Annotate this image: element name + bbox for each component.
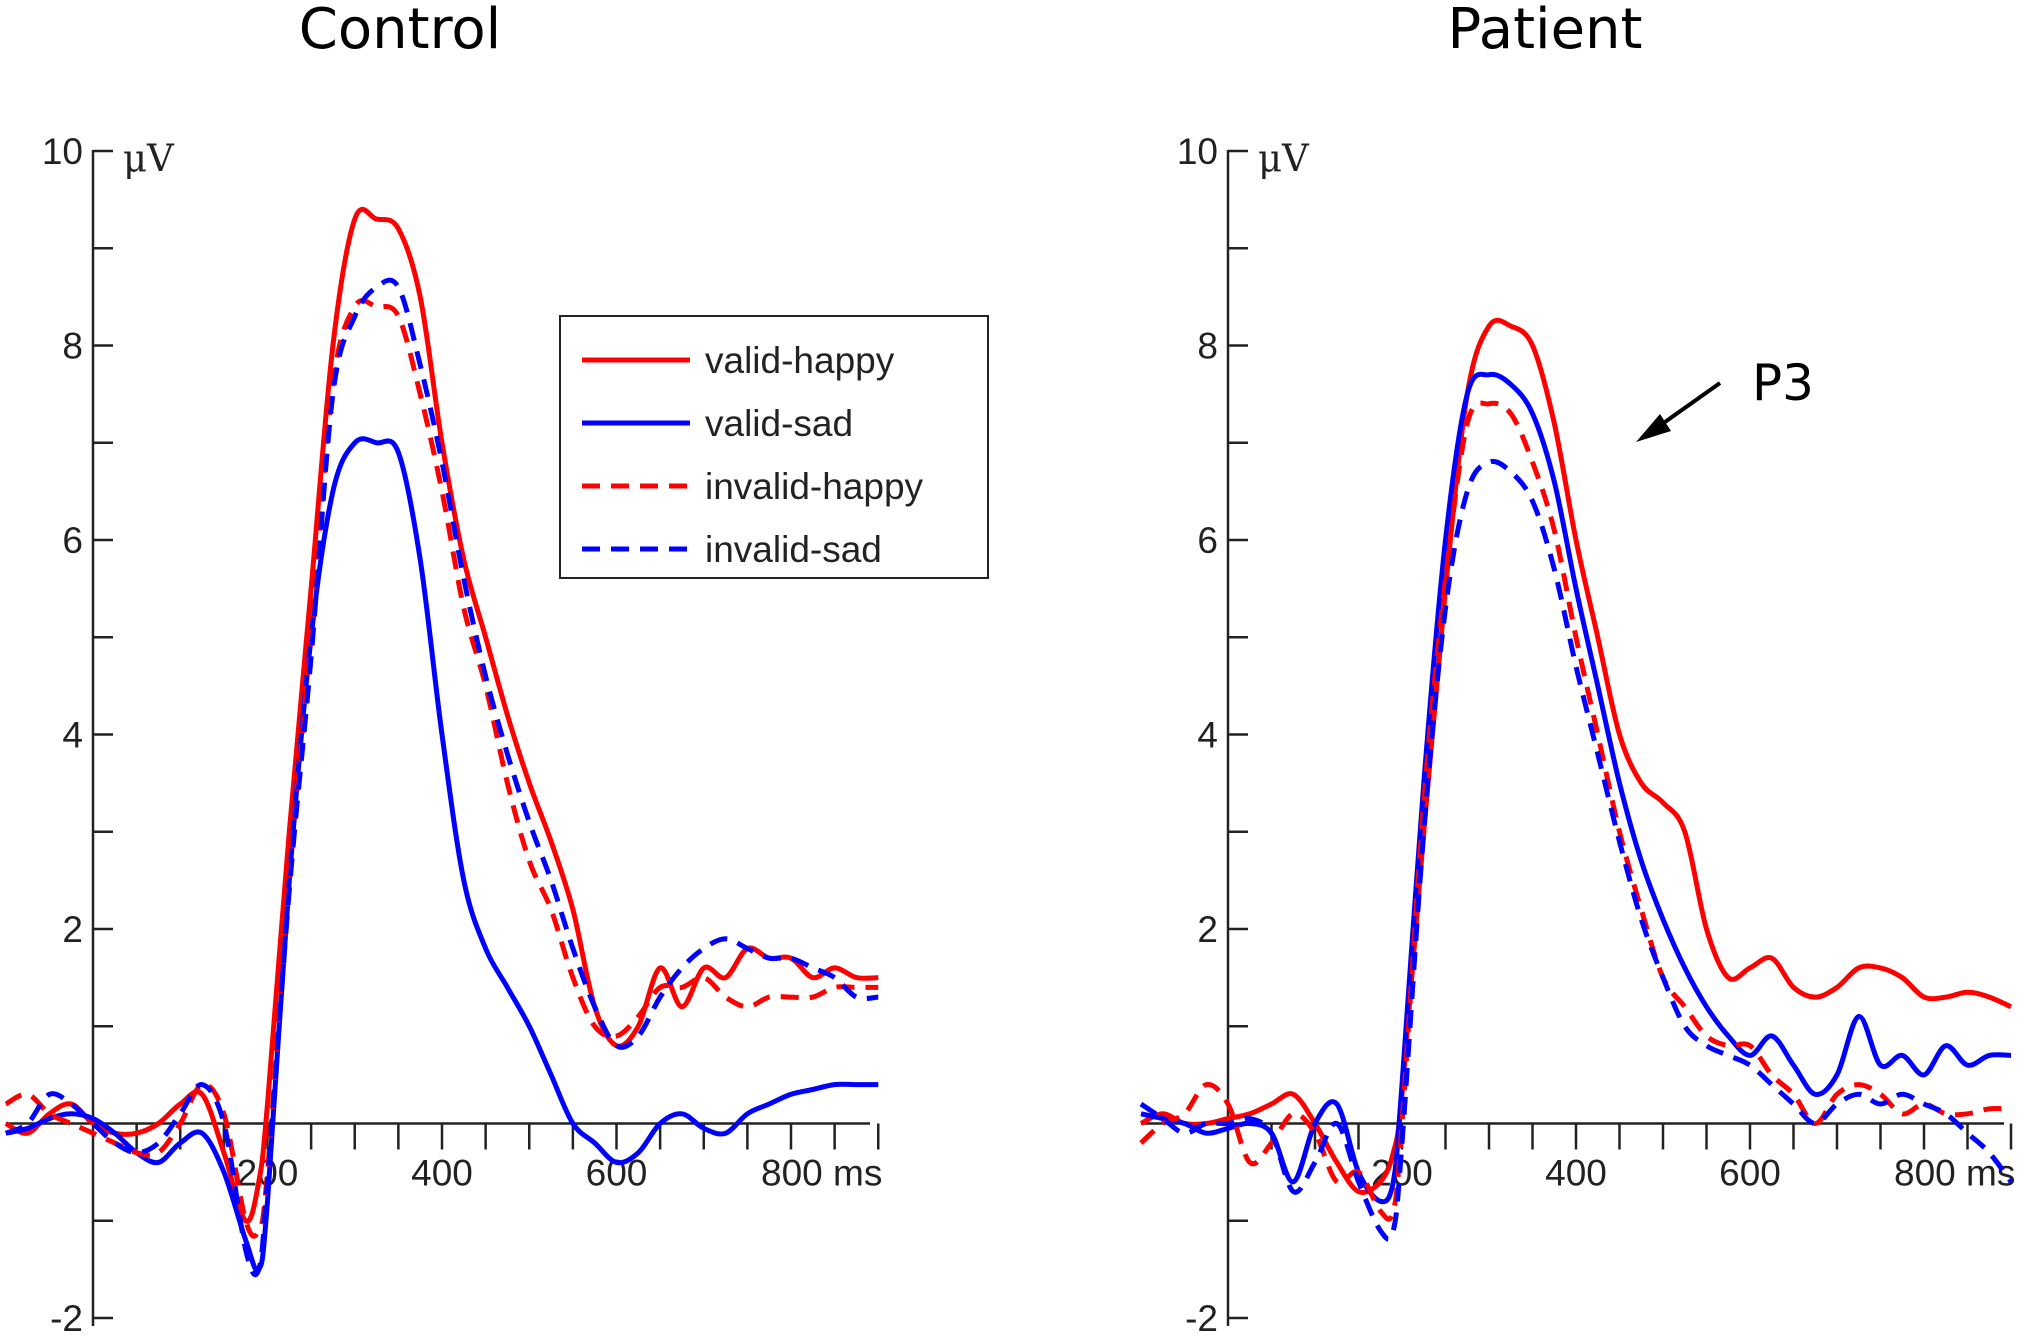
panel-title: Control (299, 0, 501, 62)
y-tick-label: 6 (62, 520, 83, 561)
y-tick-label: 10 (1177, 131, 1218, 172)
y-tick-label: 8 (62, 326, 83, 367)
series-line-invalid-sad (4, 277, 879, 1278)
series-group (1139, 317, 2014, 1242)
legend-label: invalid-sad (705, 529, 882, 570)
legend-label: valid-sad (705, 403, 853, 444)
y-tick-label: -2 (50, 1298, 83, 1339)
annotation-arrow-head (1636, 414, 1671, 442)
panel-title: Patient (1448, 0, 1643, 62)
y-tick-label: 8 (1197, 326, 1218, 367)
series-line-invalid-happy (4, 297, 879, 1239)
y-tick-label: 4 (1197, 715, 1218, 756)
annotation: P3 (1636, 354, 1814, 442)
series-line-invalid-happy (1139, 400, 2012, 1222)
x-tick-label: 600 (1719, 1153, 1781, 1194)
y-tick-label: 2 (1197, 909, 1218, 950)
legend-label: valid-happy (705, 340, 895, 381)
series-line-invalid-sad (1139, 458, 2014, 1242)
y-tick-label: 4 (62, 715, 83, 756)
legend: valid-happy valid-sad invalid-happy invalid… (559, 315, 989, 579)
y-tick-label: -2 (1185, 1298, 1218, 1339)
series-line-valid-happy (4, 206, 879, 1224)
unit-label: μV (1258, 137, 1310, 180)
unit-label: μV (123, 137, 175, 180)
series-group (4, 206, 879, 1278)
y-tick-label: 10 (42, 131, 83, 172)
series-line-valid-sad (1140, 371, 2012, 1205)
series-line-valid-sad (5, 436, 879, 1274)
y-tick-label: 2 (62, 909, 83, 950)
x-tick-label: 800 ms (761, 1153, 882, 1194)
x-tick-label: 600 (586, 1153, 648, 1194)
y-tick-label: 6 (1197, 520, 1218, 561)
x-tick-label: 400 (1545, 1153, 1607, 1194)
series-line-valid-happy (1139, 317, 2013, 1195)
legend-label: invalid-happy (705, 466, 924, 507)
x-tick-label: 400 (411, 1153, 473, 1194)
annotation-label: P3 (1752, 354, 1814, 412)
